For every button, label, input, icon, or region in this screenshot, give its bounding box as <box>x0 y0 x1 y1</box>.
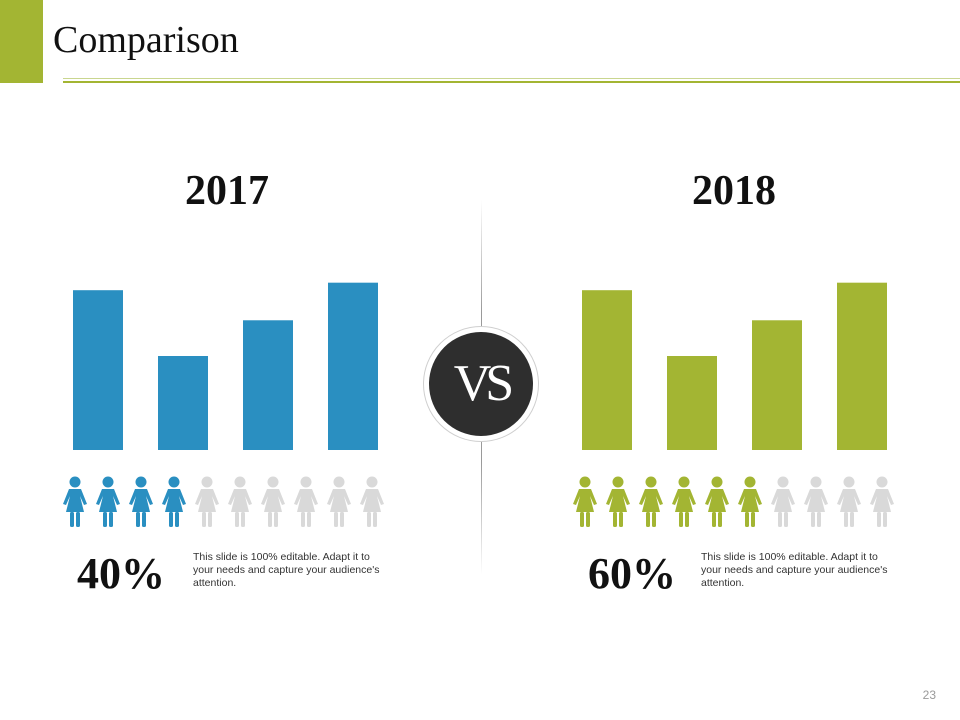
woman-icon-empty <box>294 476 318 527</box>
woman-icon-filled <box>162 476 186 527</box>
bar-2018-3 <box>752 320 802 450</box>
woman-icon-empty <box>228 476 252 527</box>
woman-icon-empty <box>261 476 285 527</box>
page-number: 23 <box>922 688 936 702</box>
bar-2017-1 <box>73 290 123 450</box>
woman-icon-filled <box>738 476 762 527</box>
woman-icon-filled <box>96 476 120 527</box>
title-accent-bar <box>0 0 43 83</box>
woman-icon-filled <box>606 476 630 527</box>
people-pictograph-2018 <box>573 476 894 527</box>
description-2018: This slide is 100% editable. Adapt it to… <box>701 551 888 589</box>
year-2018-label: 2018 <box>692 168 776 214</box>
woman-icon-filled <box>672 476 696 527</box>
bar-2018-1 <box>582 290 632 450</box>
people-pictograph-2017 <box>63 476 384 527</box>
woman-icon-filled <box>573 476 597 527</box>
description-2017: This slide is 100% editable. Adapt it to… <box>193 551 380 589</box>
bar-2018-4 <box>837 282 887 450</box>
woman-icon-empty <box>195 476 219 527</box>
woman-icon-empty <box>870 476 894 527</box>
bar-2017-4 <box>328 282 378 450</box>
woman-icon-filled <box>129 476 153 527</box>
woman-icon-empty <box>804 476 828 527</box>
bar-2017-3 <box>243 320 293 450</box>
page-title: Comparison <box>53 19 239 61</box>
woman-icon-filled <box>63 476 87 527</box>
woman-icon-empty <box>327 476 351 527</box>
woman-icon-filled <box>705 476 729 527</box>
vs-label: VS <box>429 332 533 436</box>
vs-badge: VS <box>423 326 539 442</box>
percent-2018: 60% <box>588 549 676 598</box>
woman-icon-filled <box>639 476 663 527</box>
chart-2017 <box>73 282 378 450</box>
chart-2018 <box>582 282 887 450</box>
title-underline <box>63 78 960 83</box>
bar-2017-2 <box>158 356 208 450</box>
woman-icon-empty <box>837 476 861 527</box>
bar-2018-2 <box>667 356 717 450</box>
percent-2017: 40% <box>77 549 165 598</box>
year-2017-label: 2017 <box>185 168 269 214</box>
woman-icon-empty <box>771 476 795 527</box>
woman-icon-empty <box>360 476 384 527</box>
